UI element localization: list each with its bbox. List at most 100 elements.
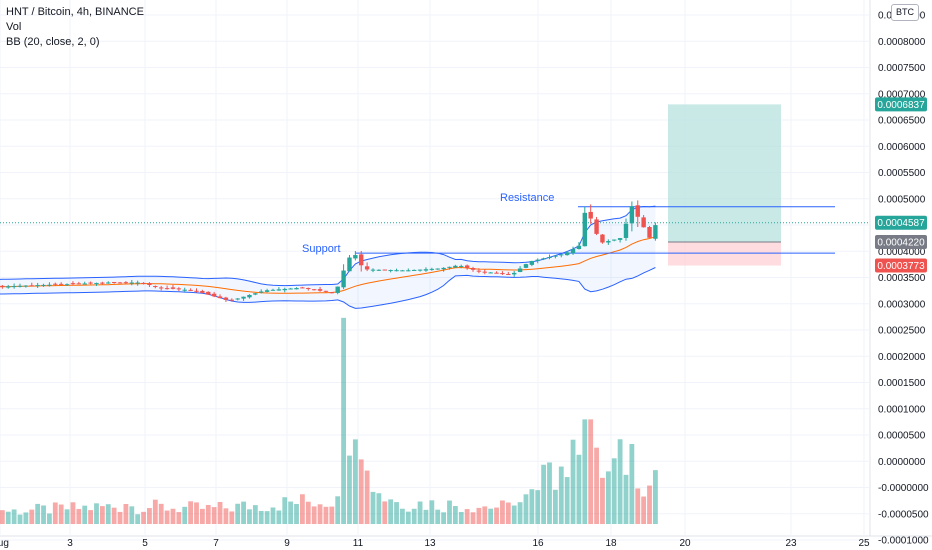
- candle-body: [76, 283, 82, 285]
- volume-bar: [164, 510, 170, 524]
- volume-bar: [88, 510, 94, 524]
- volume-bar: [276, 510, 282, 524]
- candle-body: [547, 257, 552, 259]
- candle-body: [641, 217, 646, 228]
- volume-bar: [35, 503, 41, 524]
- candle-body: [600, 234, 605, 243]
- volume-bar: [594, 447, 599, 524]
- y-tick-label: 0.0000500: [878, 431, 926, 442]
- volume-bar: [288, 501, 294, 524]
- volume-bar: [376, 493, 382, 524]
- y-tick-label: -0.0001000: [878, 536, 929, 547]
- volume-bar: [235, 503, 241, 524]
- volume-bar: [47, 513, 52, 524]
- candle-body: [129, 282, 134, 284]
- volume-bar: [252, 505, 258, 524]
- y-tick-label: 0.0001000: [878, 404, 926, 415]
- volume-bar: [611, 458, 617, 524]
- candle-body: [506, 273, 511, 275]
- bollinger-legend[interactable]: BB (20, close, 2, 0): [6, 36, 100, 48]
- candle-body: [541, 258, 546, 260]
- candle-body: [476, 270, 482, 272]
- volume-bar: [129, 506, 135, 524]
- volume-bar: [76, 508, 82, 524]
- volume-bar: [217, 501, 223, 524]
- volume-bar: [400, 508, 405, 524]
- volume-bar: [152, 499, 158, 524]
- volume-bar: [211, 507, 217, 524]
- candle-body: [359, 254, 364, 266]
- candle-body: [500, 273, 505, 275]
- volume-bar: [535, 490, 541, 524]
- volume-bar: [52, 502, 58, 524]
- candle-body: [182, 289, 187, 291]
- candle-body: [159, 287, 164, 289]
- candle-body: [553, 255, 558, 257]
- candle-body: [247, 294, 252, 298]
- candle-body: [400, 270, 405, 272]
- volume-bar: [317, 504, 323, 524]
- y-tick-label: -0.0000000: [878, 483, 929, 494]
- candle-body: [35, 285, 40, 287]
- bollinger-basis-line: [0, 236, 656, 294]
- candle-body: [53, 283, 58, 285]
- price-badge: [875, 258, 927, 273]
- volume-bar: [629, 444, 635, 524]
- volume-bar: [458, 512, 464, 524]
- candle-body: [529, 260, 535, 265]
- candle-body: [459, 265, 464, 267]
- volume-bar: [464, 509, 470, 524]
- candle-body: [394, 270, 399, 272]
- candle-body: [64, 284, 70, 286]
- candle-body: [564, 252, 570, 256]
- candle-body: [612, 239, 617, 241]
- y-tick-label: 0.0000000: [878, 457, 926, 468]
- candle-body: [323, 290, 329, 292]
- candle-body: [0, 285, 5, 287]
- volume-bar: [11, 509, 17, 524]
- candle-body: [117, 282, 123, 284]
- y-tick-label: 0.0003500: [878, 273, 926, 284]
- volume-bar: [264, 511, 270, 524]
- candle-body: [300, 287, 305, 289]
- currency-label[interactable]: BTC: [891, 4, 919, 21]
- volume-bar: [241, 501, 246, 524]
- candle-body: [70, 283, 76, 285]
- candle-body: [370, 269, 376, 271]
- volume-legend[interactable]: Vol: [6, 21, 22, 33]
- candle-body: [147, 283, 152, 285]
- candle-body: [235, 298, 240, 300]
- volume-bar: [429, 500, 435, 524]
- volume-bar: [64, 509, 70, 524]
- candle-body: [311, 289, 317, 291]
- volume-bar: [482, 506, 488, 524]
- candle-body: [376, 269, 382, 271]
- candle-body: [211, 293, 217, 297]
- x-tick-label: Aug: [0, 538, 9, 549]
- x-tick-label: 7: [213, 538, 219, 549]
- volume-bar: [58, 504, 64, 524]
- volume-bar: [176, 512, 182, 524]
- candle-body: [317, 289, 323, 291]
- volume-bar: [182, 506, 188, 524]
- candle-body: [494, 272, 499, 274]
- volume-bar: [135, 514, 141, 524]
- symbol-title[interactable]: HNT / Bitcoin, 4h, BINANCE: [6, 6, 144, 18]
- candle-body: [11, 286, 17, 288]
- candle-body: [294, 288, 299, 290]
- candle-body: [517, 268, 523, 272]
- volume-bar: [441, 512, 447, 524]
- candle-body: [282, 288, 287, 291]
- candle-body: [253, 293, 258, 295]
- candle-body: [512, 272, 517, 275]
- volume-bar: [635, 488, 641, 524]
- volume-bar: [170, 508, 176, 524]
- volume-bar: [70, 502, 76, 524]
- candle-body: [441, 267, 446, 270]
- volume-bar: [99, 506, 105, 524]
- volume-bar: [270, 507, 276, 524]
- volume-bar: [223, 508, 229, 524]
- candle-body: [423, 269, 429, 271]
- candle-body: [194, 290, 199, 292]
